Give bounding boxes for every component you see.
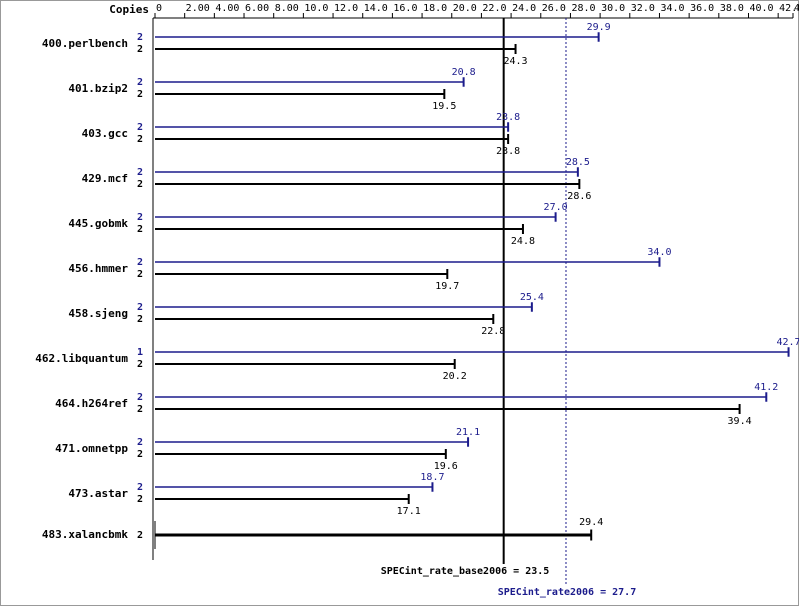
benchmark-name: 483.xalancbmk <box>42 528 128 541</box>
copies-label: 2 <box>137 392 143 403</box>
x-tick-label: 43.0 <box>794 3 799 14</box>
copies-label: 2 <box>137 134 143 145</box>
x-tick-label: 2.00 <box>186 3 210 14</box>
value-label: 18.7 <box>420 472 444 483</box>
value-label: 29.9 <box>587 22 611 33</box>
x-tick-label: 6.00 <box>245 3 269 14</box>
x-tick-label: 36.0 <box>690 3 714 14</box>
value-label: 23.8 <box>496 146 520 157</box>
copies-label: 2 <box>137 494 143 505</box>
value-label: 20.2 <box>443 371 467 382</box>
x-tick-label: 14.0 <box>364 3 388 14</box>
benchmark-name: 471.omnetpp <box>55 442 128 455</box>
copies-label: 2 <box>137 89 143 100</box>
copies-label: 2 <box>137 302 143 313</box>
x-tick-label: 42.0 <box>779 3 799 14</box>
copies-label: 2 <box>137 224 143 235</box>
copies-label: 2 <box>137 122 143 133</box>
x-tick-label: 30.0 <box>601 3 625 14</box>
benchmark-name: 462.libquantum <box>35 352 128 365</box>
value-label: 24.3 <box>503 56 527 67</box>
value-label: 25.4 <box>520 292 544 303</box>
axis-label: Copies <box>109 3 149 16</box>
copies-label: 2 <box>137 32 143 43</box>
copies-label: 2 <box>137 404 143 415</box>
copies-label: 2 <box>137 179 143 190</box>
copies-label: 2 <box>137 77 143 88</box>
x-tick-label: 16.0 <box>393 3 417 14</box>
benchmark-name: 403.gcc <box>82 127 128 140</box>
x-tick-label: 32.0 <box>631 3 655 14</box>
copies-label: 2 <box>137 437 143 448</box>
value-label: 21.1 <box>456 427 480 438</box>
value-label: 20.8 <box>452 67 476 78</box>
x-tick-label: 28.0 <box>571 3 595 14</box>
benchmark-name: 456.hmmer <box>68 262 128 275</box>
value-label: 34.0 <box>647 247 671 258</box>
benchmark-name: 464.h264ref <box>55 397 128 410</box>
x-tick-label: 40.0 <box>749 3 773 14</box>
benchmark-name: 445.gobmk <box>68 217 128 230</box>
value-label: 24.8 <box>511 236 535 247</box>
peak-metric-label: SPECint_rate2006 = 27.7 <box>498 586 636 598</box>
copies-label: 2 <box>137 449 143 460</box>
base-metric-label: SPECint_rate_base2006 = 23.5 <box>381 565 550 577</box>
benchmark-name: 400.perlbench <box>42 37 128 50</box>
x-tick-label: 8.00 <box>275 3 299 14</box>
value-label: 27.0 <box>544 202 568 213</box>
x-tick-label: 0 <box>156 3 162 14</box>
benchmark-name: 473.astar <box>68 487 128 500</box>
x-tick-label: 34.0 <box>660 3 684 14</box>
copies-label: 2 <box>137 482 143 493</box>
x-tick-label: 4.00 <box>215 3 239 14</box>
copies-label: 2 <box>137 530 143 541</box>
x-tick-label: 10.0 <box>304 3 328 14</box>
x-tick-label: 24.0 <box>512 3 536 14</box>
value-label: 19.7 <box>435 281 459 292</box>
x-tick-label: 12.0 <box>334 3 358 14</box>
value-label: 22.8 <box>481 326 505 337</box>
value-label: 19.6 <box>434 461 458 472</box>
value-label: 23.8 <box>496 112 520 123</box>
copies-label: 2 <box>137 257 143 268</box>
copies-label: 1 <box>137 347 143 358</box>
value-label: 17.1 <box>397 506 421 517</box>
benchmark-name: 429.mcf <box>82 172 128 185</box>
value-label: 39.4 <box>728 416 752 427</box>
x-tick-label: 18.0 <box>423 3 447 14</box>
x-tick-label: 38.0 <box>720 3 744 14</box>
x-tick-label: 22.0 <box>482 3 506 14</box>
x-tick-label: 20.0 <box>453 3 477 14</box>
value-label: 19.5 <box>432 101 456 112</box>
value-label: 41.2 <box>754 382 778 393</box>
benchmark-name: 401.bzip2 <box>68 82 128 95</box>
value-label: 28.5 <box>566 157 590 168</box>
value-label: 28.6 <box>567 191 591 202</box>
value-label: 29.4 <box>579 517 603 528</box>
copies-label: 2 <box>137 167 143 178</box>
copies-label: 2 <box>137 359 143 370</box>
copies-label: 2 <box>137 269 143 280</box>
benchmark-name: 458.sjeng <box>68 307 128 320</box>
value-label: 42.7 <box>777 337 799 348</box>
copies-label: 2 <box>137 314 143 325</box>
x-tick-label: 26.0 <box>542 3 566 14</box>
copies-label: 2 <box>137 44 143 55</box>
copies-label: 2 <box>137 212 143 223</box>
